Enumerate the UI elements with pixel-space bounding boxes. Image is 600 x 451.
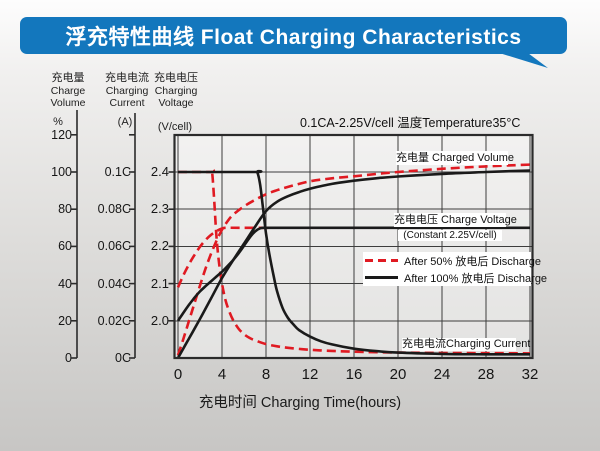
- x-tick-label: 4: [217, 366, 227, 383]
- tick-label: 20: [58, 313, 72, 328]
- tick-label: 0.06C: [97, 239, 131, 254]
- current-axis-header: 充电电流 Charging Current: [96, 72, 158, 110]
- tick-label: 0.1C: [104, 165, 131, 179]
- current-axis-title-cn: 充电电流: [105, 72, 149, 84]
- legend-label-50pct: After 50% 放电后 Discharge: [404, 255, 541, 268]
- voltage-axis-title-cn: 充电电压: [154, 72, 198, 84]
- volume-axis-ticks: 120 100 80 60 40 20 0: [30, 0, 72, 451]
- tick-label: 2.1: [150, 275, 169, 291]
- current-axis-title-en2: Current: [109, 97, 145, 109]
- legend: After 50% 放电后 Discharge After 100% 放电后 D…: [363, 252, 547, 286]
- x-tick-label: 12: [301, 366, 319, 383]
- legend-item-50pct: After 50% 放电后 Discharge: [363, 252, 541, 269]
- volume-axis-unit: %: [53, 116, 63, 128]
- current-axis-title-en1: Charging: [105, 84, 149, 97]
- tick-label: 2.2: [150, 238, 169, 254]
- x-tick-label: 32: [521, 366, 539, 383]
- curve-charging-voltage-after-50-discharge: [176, 226, 272, 288]
- tick-label: 0.08C: [97, 202, 131, 217]
- x-tick-label: 16: [345, 366, 363, 383]
- tick-label: 120: [51, 127, 72, 142]
- tick-label: 40: [58, 276, 72, 291]
- tick-label: 60: [58, 239, 72, 254]
- solid-line-sample: [365, 276, 398, 279]
- test-condition-note: 0.1CA-2.25V/cell 温度Temperature35°C: [300, 116, 521, 130]
- volume-axis-title-cn: 充电量: [51, 72, 85, 84]
- x-tick-label: 28: [477, 366, 495, 383]
- charge-voltage-label: 充电电压 Charge Voltage: [394, 213, 517, 227]
- charging-current-label: 充电电流Charging Current: [402, 338, 531, 351]
- x-tick-label: 24: [433, 366, 451, 383]
- curve-charged-volume-after-50-discharge: [176, 163, 531, 356]
- curve-charging-current-after-100-discharge: [177, 169, 530, 356]
- volume-axis-title-en2: Volume: [50, 97, 86, 109]
- tick-label: 2.0: [150, 312, 169, 328]
- curve-charging-current-after-50-discharge: [177, 168, 531, 355]
- tick-label: 2.3: [150, 201, 169, 217]
- chart-frame: [173, 133, 534, 360]
- tick-label: 80: [58, 202, 72, 217]
- dashed-line-sample: [365, 259, 398, 262]
- title-banner: 浮充特性曲线 Float Charging Characteristics: [20, 17, 567, 54]
- voltage-axis-ticks: 2.4 2.3 2.2 2.1 2.0: [130, 0, 169, 451]
- tick-label: 0.04C: [97, 276, 131, 291]
- tick-label: 0.02C: [97, 313, 131, 328]
- charged-volume-label: 充电量 Charged Volume: [396, 151, 514, 165]
- page-title: 浮充特性曲线 Float Charging Characteristics: [65, 25, 522, 49]
- x-axis-ticks: 0 4 8 12 16 20 24 28 32: [0, 366, 600, 384]
- volume-axis-title-en1: Charge: [50, 84, 86, 97]
- current-axis-ticks: 0.1C 0.08C 0.06C 0.04C 0.02C 0C: [85, 0, 131, 451]
- legend-item-100pct: After 100% 放电后 Discharge: [363, 269, 547, 286]
- voltage-axis-title-en2: Voltage: [158, 97, 194, 109]
- voltage-axis-header: 充电电压 Charging Voltage: [146, 72, 206, 110]
- voltage-axis-unit: (V/cell): [157, 121, 193, 133]
- tick-label: 0: [65, 351, 72, 365]
- tick-label: 2.4: [150, 164, 169, 179]
- x-axis-title: 充电时间 Charging Time(hours): [198, 395, 402, 411]
- x-tick-label: 20: [389, 366, 407, 383]
- tick-label: 100: [51, 165, 72, 179]
- curve-charged-volume-after-100-discharge: [176, 169, 531, 359]
- current-axis-unit: (A): [117, 116, 133, 128]
- voltage-axis-title-en1: Charging: [154, 84, 198, 97]
- volume-axis-header: 充电量 Charge Volume: [36, 72, 100, 110]
- x-tick-label: 0: [173, 366, 183, 383]
- legend-label-100pct: After 100% 放电后 Discharge: [404, 272, 548, 285]
- constant-voltage-sublabel: (Constant 2.25V/cell): [398, 230, 502, 241]
- tick-label: 0C: [115, 351, 131, 365]
- x-tick-label: 8: [261, 366, 271, 383]
